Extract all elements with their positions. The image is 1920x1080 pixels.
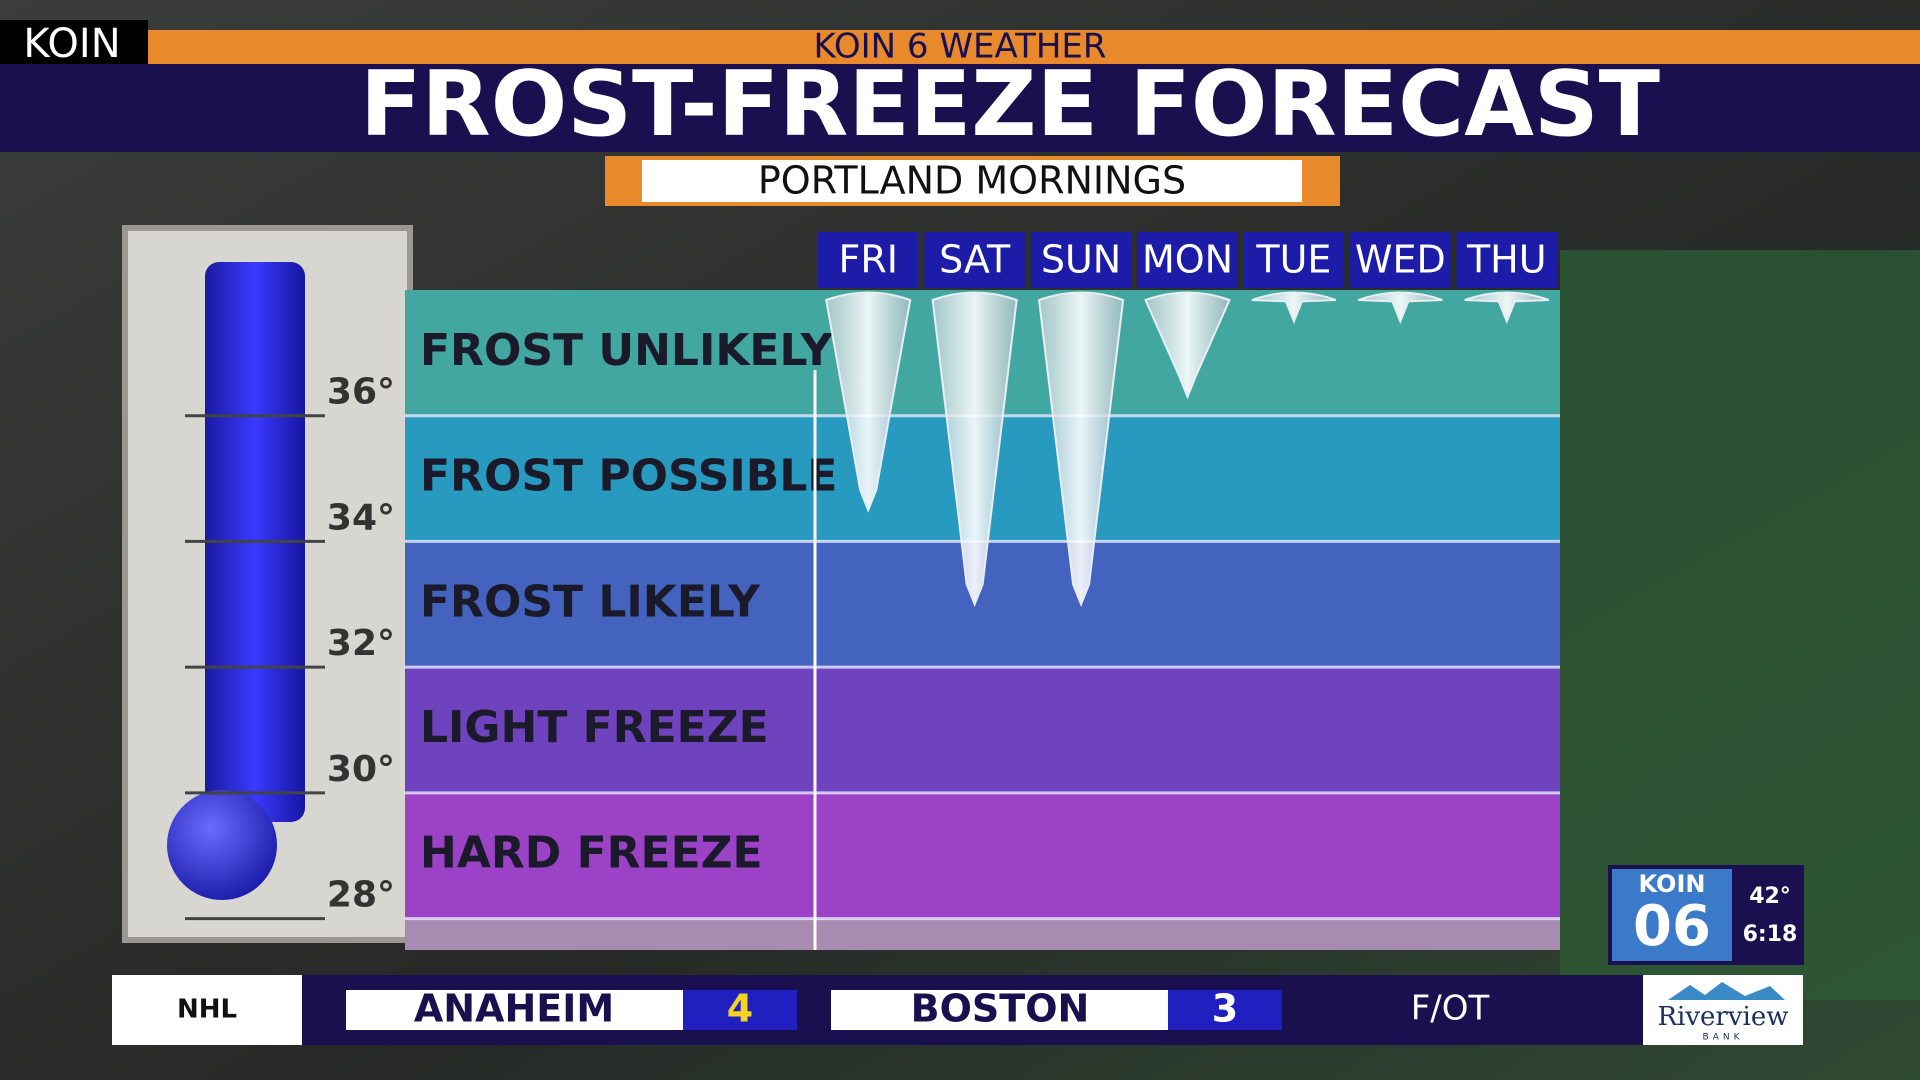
current-temp: 42°: [1749, 884, 1791, 909]
day-box: [1243, 232, 1345, 288]
day-box: [1137, 232, 1238, 288]
day-label: THU: [1466, 238, 1547, 282]
league: NHL: [177, 995, 237, 1025]
tick-label: 30°: [327, 749, 395, 790]
day-label: TUE: [1255, 238, 1331, 282]
logo-text: KOIN: [1639, 870, 1706, 898]
icicle: [1251, 291, 1337, 325]
band: [405, 792, 1560, 919]
day-box: [924, 232, 1025, 288]
thermometer-bulb: [167, 790, 277, 900]
band-label: FROST LIKELY: [420, 576, 761, 627]
subtitle: PORTLAND MORNINGS: [758, 159, 1186, 203]
day-box: [1350, 232, 1451, 288]
sponsor-name: Riverview: [1657, 1002, 1788, 1032]
day-label: WED: [1355, 238, 1446, 282]
icicle: [1144, 291, 1231, 400]
clock: 6:18: [1743, 922, 1798, 947]
kicker: KOIN 6 WEATHER: [813, 27, 1106, 67]
day-box: [1456, 232, 1557, 288]
team-score: 4: [727, 987, 753, 1031]
team-name: BOSTON: [911, 987, 1090, 1031]
league-box: [112, 975, 302, 1045]
icicle: [1358, 291, 1443, 325]
icicle: [931, 291, 1018, 607]
sponsor-mountains: [1668, 982, 1785, 1000]
day-label: MON: [1142, 238, 1233, 282]
icicle: [1037, 291, 1125, 607]
title: FROST-FREEZE FORECAST: [360, 52, 1660, 157]
team-score: 3: [1212, 987, 1238, 1031]
game-status: F/OT: [1411, 989, 1490, 1029]
tick-label: 32°: [327, 623, 395, 664]
band: [405, 667, 1560, 793]
band-label: HARD FREEZE: [420, 828, 763, 879]
subtitle-box: [642, 160, 1302, 202]
score-box: [1168, 990, 1282, 1030]
day-label: SAT: [939, 238, 1011, 282]
bug: KOIN: [23, 21, 120, 67]
day-box: [1030, 232, 1132, 288]
station-logo: [1612, 869, 1732, 961]
team-box: [831, 990, 1168, 1030]
forecast-chart: FROST UNLIKELY FROST POSSIBLE FROST LIKELY…: [167, 232, 1560, 950]
sponsor-tag: BANK: [1703, 1033, 1744, 1043]
bug-box: [0, 20, 148, 70]
icicle: [825, 291, 912, 513]
tick-label: 28°: [327, 875, 395, 916]
band-label: LIGHT FREEZE: [420, 702, 769, 753]
tick-label: 34°: [327, 497, 395, 538]
day-label: FRI: [838, 238, 897, 282]
kicker-bar: [148, 30, 1920, 64]
band-label: FROST POSSIBLE: [420, 451, 837, 502]
day-box: [818, 232, 919, 288]
score-box: [683, 990, 797, 1030]
title-bar: [0, 64, 1920, 152]
band-label: FROST UNLIKELY: [420, 325, 834, 376]
tick-label: 36°: [327, 372, 395, 413]
team-name: ANAHEIM: [414, 987, 614, 1031]
day-label: SUN: [1041, 238, 1121, 282]
icicle: [1464, 291, 1550, 325]
team-box: [346, 990, 683, 1030]
logo-number: 06: [1633, 894, 1711, 959]
